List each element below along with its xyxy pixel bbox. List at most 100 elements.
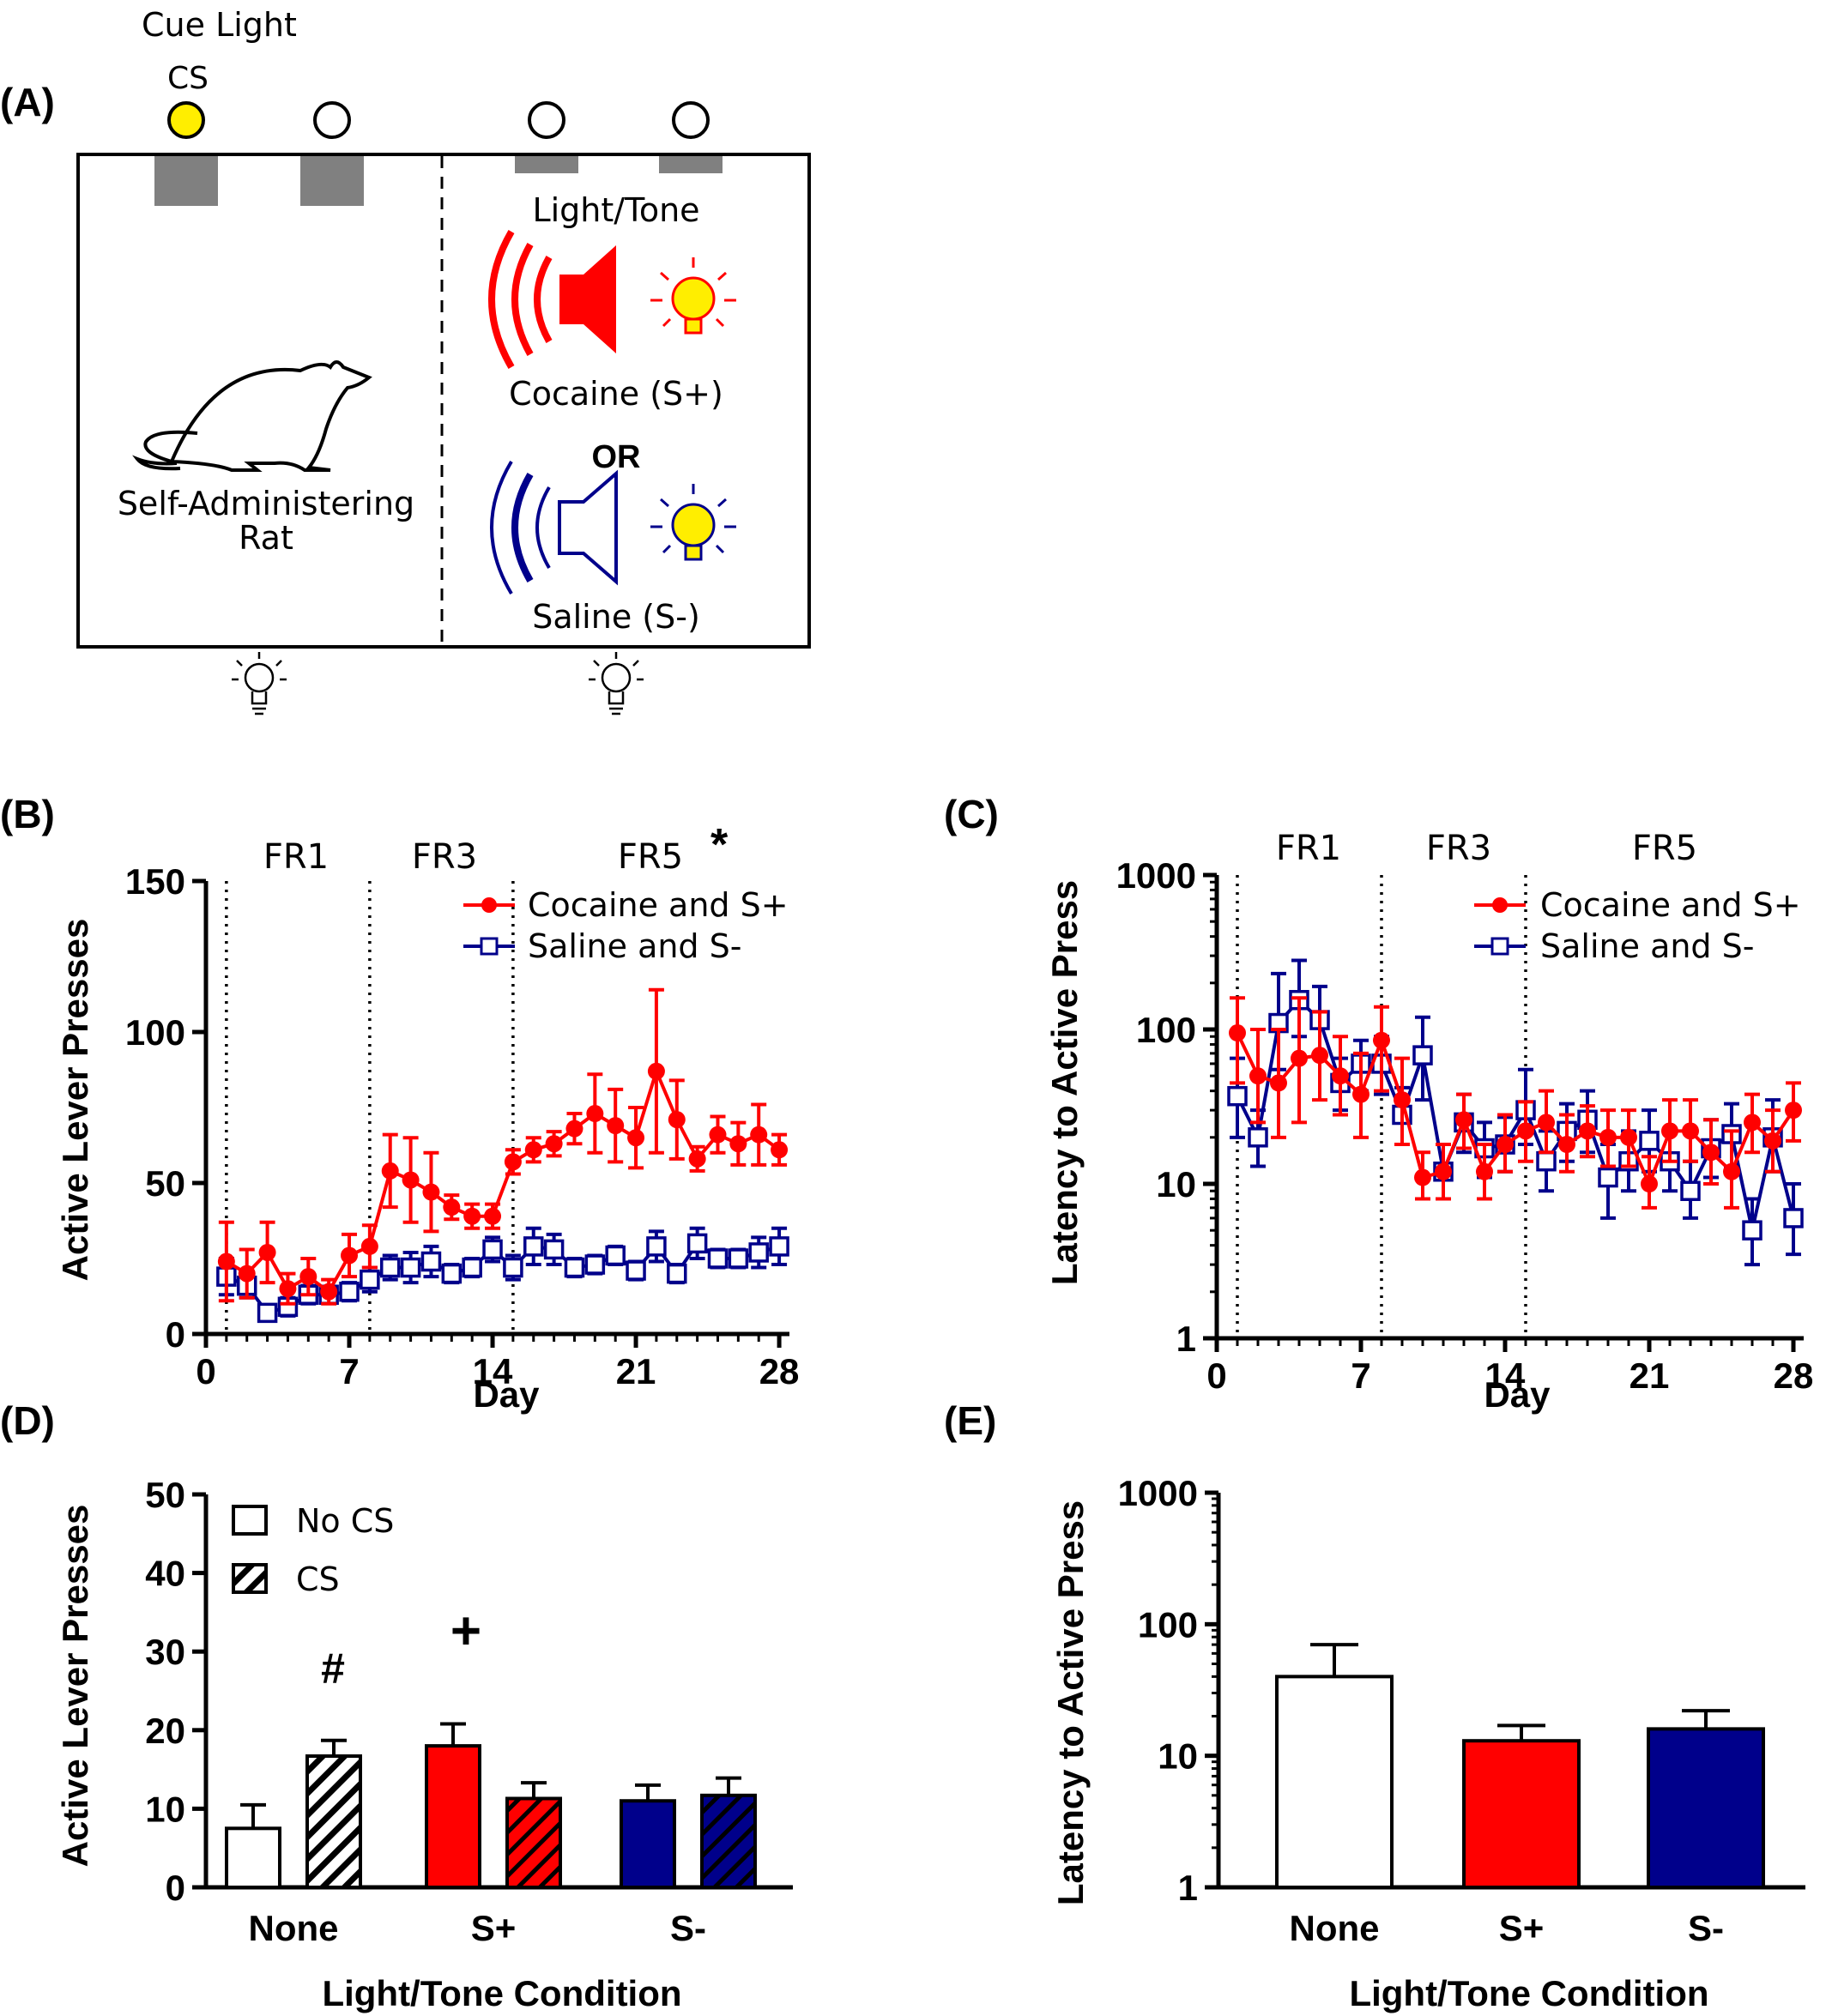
series-line — [1236, 997, 1795, 1231]
panel-b-significance: * — [710, 820, 729, 870]
data-point — [258, 1243, 276, 1261]
panel-e-ylabel: Latency to Active Press — [1050, 1500, 1091, 1905]
panel-d-legend: No CS CS — [232, 1502, 394, 1598]
x-category-label: S+ — [471, 1908, 517, 1948]
panel-d-xlabel: Light/Tone Condition — [322, 1973, 681, 2013]
data-point — [1641, 1175, 1658, 1192]
data-point — [646, 1236, 667, 1257]
bar-S+ — [1462, 1739, 1581, 1889]
data-point — [1702, 1144, 1720, 1162]
cocaine-label: Cocaine (S+) — [509, 375, 723, 413]
legend-marker-cocaine — [1492, 897, 1508, 913]
data-point — [1785, 1102, 1802, 1120]
y-tick-label: 50 — [145, 1475, 185, 1515]
panel-d-ylabel: Active Lever Presses — [55, 1505, 95, 1868]
y-tick-label: 100 — [1138, 1604, 1198, 1645]
panel-c-label: (C) — [944, 792, 999, 836]
lightbulb-icon — [650, 484, 736, 561]
data-point — [1744, 1114, 1761, 1132]
data-point — [341, 1246, 359, 1265]
data-point — [1412, 1045, 1433, 1065]
cs-label: CS — [167, 61, 209, 96]
panel-c-plot: 1 10 100 1000 0 7 14 21 28 — [1116, 855, 1814, 1396]
legend-label-saline: Saline and S- — [528, 927, 741, 965]
series-line — [1236, 1032, 1795, 1189]
cue-light-off-2 — [528, 101, 565, 139]
data-point — [564, 1257, 585, 1278]
series-line — [226, 1240, 780, 1315]
x-category-label: S- — [1688, 1908, 1724, 1948]
y-tick-label: 40 — [145, 1554, 185, 1594]
panel-c-phase-fr5: FR5 — [1632, 829, 1697, 868]
data-point — [1394, 1091, 1411, 1109]
lever-2 — [300, 156, 364, 206]
cue-light-off-1 — [313, 101, 351, 139]
x-tick-label: 28 — [759, 1351, 800, 1391]
data-point — [668, 1111, 686, 1129]
y-tick-label: 50 — [145, 1163, 185, 1204]
data-point — [707, 1248, 729, 1269]
data-point — [584, 1254, 606, 1275]
x-category-label: S+ — [1499, 1908, 1545, 1948]
data-point — [1249, 1067, 1267, 1085]
data-point — [709, 1126, 727, 1144]
data-point — [1598, 1167, 1618, 1188]
panel-b-ylabel: Active Lever Presses — [55, 919, 95, 1282]
panel-e-plot: 1 10 100 1000 None S+ S- — [1118, 1473, 1805, 1948]
data-point — [769, 1236, 789, 1257]
data-point — [400, 1257, 421, 1278]
panel-b-xlabel: Day — [473, 1374, 540, 1415]
data-point — [420, 1251, 442, 1272]
data-point — [1723, 1162, 1740, 1180]
bar-None-No CS — [225, 1826, 281, 1890]
legend-label-cocaine: Cocaine and S+ — [528, 886, 789, 924]
lightbulb-icon — [589, 652, 644, 715]
y-tick-label: 20 — [145, 1711, 185, 1751]
data-point — [1620, 1128, 1637, 1146]
data-point — [647, 1062, 665, 1080]
data-point — [586, 1105, 604, 1123]
data-point — [1579, 1122, 1596, 1140]
y-tick-label: 0 — [166, 1314, 185, 1355]
data-point — [381, 1162, 399, 1180]
panel-d-annotation-hash: # — [321, 1645, 345, 1693]
data-point — [1414, 1168, 1431, 1186]
data-point — [1248, 1127, 1268, 1148]
panel-c-phase-fr3: FR3 — [1426, 829, 1491, 868]
panel-c-xlabel: Day — [1484, 1374, 1551, 1415]
data-point — [1270, 1074, 1287, 1092]
data-point — [688, 1150, 706, 1168]
speaker-icon — [488, 229, 616, 370]
y-tick-label: 1000 — [1118, 1473, 1198, 1513]
data-point — [728, 1248, 749, 1269]
bar-S+-CS — [505, 1796, 562, 1889]
x-category-label: S- — [670, 1908, 706, 1948]
data-point — [1496, 1136, 1514, 1154]
lever-1 — [154, 156, 218, 206]
y-tick-label: 0 — [166, 1868, 185, 1908]
data-point — [1661, 1122, 1678, 1140]
panel-d-plot: 0 10 20 30 40 50 None S+ S- — [145, 1475, 793, 1948]
data-point — [1291, 1049, 1308, 1067]
data-point — [217, 1252, 235, 1271]
panel-c: (C) 1 10 100 1000 0 7 14 21 28 Day Latency to Ac… — [944, 792, 1813, 1415]
x-tick-label: 21 — [616, 1351, 656, 1391]
bar-S--No CS — [620, 1799, 676, 1889]
panel-e-label: (E) — [944, 1398, 996, 1443]
x-tick-label: 21 — [1629, 1355, 1670, 1396]
panel-b-phase-fr1: FR1 — [263, 837, 329, 877]
data-point — [379, 1257, 401, 1278]
data-point — [1476, 1162, 1493, 1180]
data-point — [524, 1141, 542, 1159]
data-point — [299, 1268, 317, 1286]
bar-S- — [1647, 1727, 1765, 1890]
speaker-icon — [490, 460, 618, 595]
data-point — [1455, 1111, 1472, 1129]
x-tick-label: 14 — [473, 1351, 513, 1391]
panel-d-label: (D) — [0, 1398, 55, 1443]
data-point — [320, 1283, 338, 1301]
data-point — [463, 1207, 481, 1225]
y-tick-label: 10 — [1156, 1164, 1196, 1204]
data-point — [565, 1120, 583, 1138]
